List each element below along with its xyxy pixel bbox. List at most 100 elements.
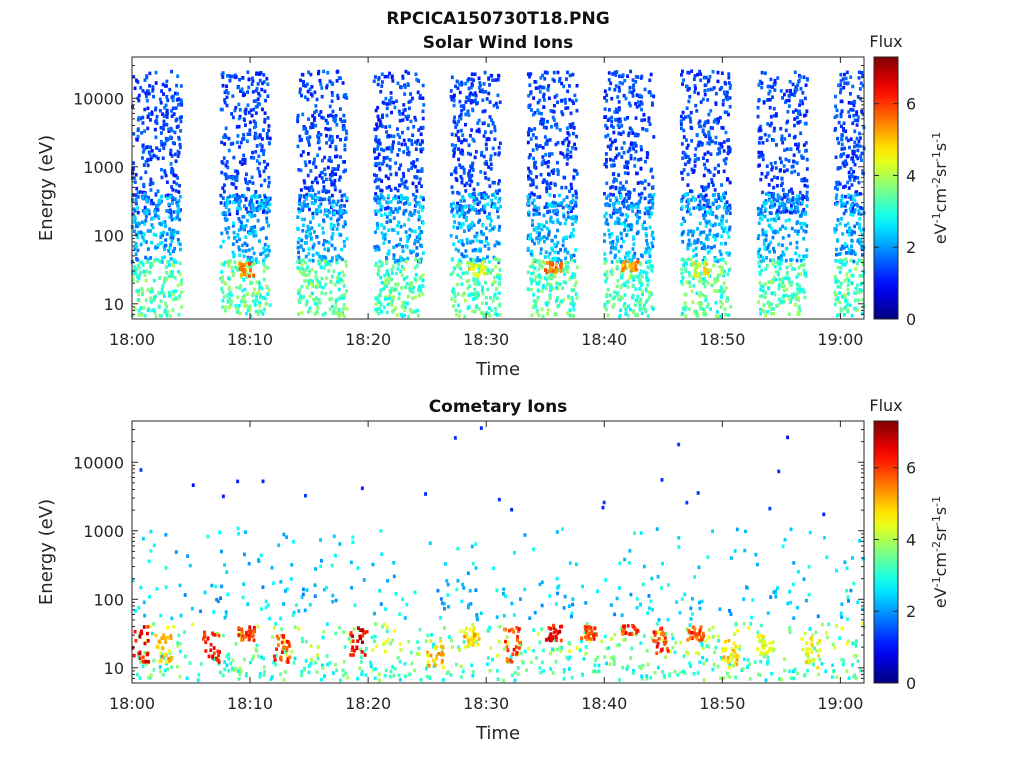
spectrogram-cell (805, 224, 809, 228)
spectrogram-cell (238, 160, 242, 164)
spectrogram-cell (699, 241, 703, 245)
spectrogram-cell (547, 300, 551, 305)
spectrogram-cell (173, 275, 177, 280)
spectrogram-cell (140, 287, 144, 291)
spectrogram-cell (840, 142, 844, 147)
spectrogram-cell (161, 284, 165, 288)
spectrogram-cell (403, 300, 407, 305)
spectrogram-cell (805, 196, 809, 201)
spectrogram-cell (138, 261, 142, 265)
spectrogram-cell (758, 281, 762, 285)
spectrogram-cell (681, 231, 684, 236)
spectrogram-cell (311, 216, 315, 220)
spectrogram-cell (174, 118, 178, 123)
spectrogram-cell (450, 143, 454, 147)
spectrogram-cell (250, 205, 254, 209)
spectrogram-cell (306, 265, 310, 269)
spectrogram-cell (389, 206, 393, 211)
spectrogram-cell (473, 296, 477, 300)
spectrogram-cell (176, 230, 180, 235)
spectrogram-cell (334, 113, 338, 118)
spectrogram-cell (297, 255, 301, 260)
spectrogram-cell (415, 253, 418, 258)
spectrogram-cell (225, 201, 229, 206)
spectrogram-cell (796, 145, 800, 149)
spectrogram-cell (395, 287, 398, 291)
spectrogram-cell (461, 133, 465, 137)
spectrogram-cell (373, 209, 377, 214)
spectrogram-cell (760, 81, 764, 85)
spectrogram-cell (312, 161, 315, 166)
spectrogram-cell (651, 230, 655, 235)
spectrogram-cell (564, 256, 567, 261)
spectrogram-cell (857, 70, 861, 75)
spectrogram-cell (759, 177, 763, 182)
spectrogram-cell (168, 227, 172, 231)
spectrogram-cell (613, 70, 617, 75)
spectrogram-cell (757, 150, 761, 155)
spectrogram-cell (689, 243, 693, 247)
spectrogram-cell (527, 199, 531, 204)
spectrogram-cell (773, 202, 777, 207)
spectrogram-cell (703, 92, 707, 97)
spectrogram-cell (793, 169, 797, 174)
spectrogram-cell (801, 194, 805, 198)
spectrogram-cell (339, 211, 343, 215)
spectrogram-cell (176, 176, 180, 180)
spectrogram-cell (703, 75, 707, 80)
spectrogram-cell (767, 97, 771, 102)
spectrogram-cell (314, 301, 317, 306)
spectrogram-cell (628, 191, 632, 195)
spectrogram-cell (221, 196, 225, 200)
spectrogram-cell (167, 127, 171, 132)
spectrogram-cell (410, 283, 413, 288)
spectrogram-cell (401, 244, 404, 249)
spectrogram-cell (178, 261, 182, 266)
spectrogram-cell (174, 106, 178, 110)
spectrogram-cell (726, 295, 729, 300)
spectrogram-cell (558, 221, 562, 226)
spectrogram-cell (638, 287, 642, 291)
spectrogram-cell (330, 243, 334, 248)
spectrogram-cell (160, 222, 163, 227)
spectrogram-cell (796, 209, 800, 214)
spectrogram-cell (805, 178, 809, 183)
spectrogram-cell (308, 309, 312, 313)
spectrogram-cell (246, 132, 250, 136)
spectrogram-cell (389, 200, 393, 204)
spectrogram-cell (156, 204, 160, 208)
spectrogram-cell (475, 101, 478, 106)
spectrogram-cell (549, 285, 553, 289)
spectrogram-cell (803, 96, 807, 101)
spectrogram-cell (604, 123, 608, 128)
spectrogram-cell (571, 216, 575, 221)
spectrogram-cell (575, 108, 579, 113)
spectrogram-cell (492, 295, 496, 299)
spectrogram-cell (165, 115, 169, 119)
spectrogram-cell (141, 150, 145, 154)
spectrogram-cell (839, 87, 843, 92)
spectrogram-cell (256, 291, 259, 296)
spectrogram-cell (619, 212, 623, 216)
spectrogram-cell (564, 101, 567, 105)
spectrogram-cell (407, 314, 410, 319)
spectrogram-cell (391, 146, 395, 150)
spectrogram-cell (637, 158, 640, 162)
spectrogram-cell (403, 85, 407, 89)
spectrogram-cell (137, 98, 141, 103)
spectrogram-cell (176, 74, 180, 79)
spectrogram-cell (617, 89, 621, 93)
spectrogram-cell (419, 126, 423, 130)
spectrogram-cell (386, 200, 390, 205)
spectrogram-cell (571, 288, 575, 293)
spectrogram-cell (724, 209, 728, 213)
spectrogram-cell (234, 186, 238, 190)
spectrogram-cell (623, 305, 627, 309)
spectrogram-cell (152, 308, 156, 312)
spectrogram-cell (313, 192, 317, 197)
spectrogram-cell (400, 305, 404, 309)
spectrogram-cell (406, 301, 409, 306)
spectrogram-cell (397, 109, 401, 114)
spectrogram-cell (718, 273, 722, 277)
spectrogram-cell (714, 135, 718, 140)
